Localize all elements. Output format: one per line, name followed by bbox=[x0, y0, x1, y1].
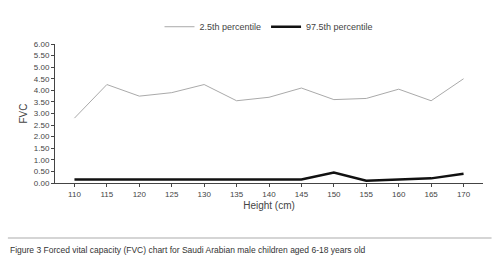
svg-text:97.5th percentile: 97.5th percentile bbox=[306, 22, 373, 32]
svg-text:FVC: FVC bbox=[18, 104, 29, 124]
svg-text:170: 170 bbox=[457, 190, 471, 199]
svg-text:155: 155 bbox=[360, 190, 374, 199]
svg-text:120: 120 bbox=[133, 190, 147, 199]
svg-text:145: 145 bbox=[295, 190, 309, 199]
svg-text:3.50: 3.50 bbox=[34, 98, 50, 107]
svg-text:1.50: 1.50 bbox=[34, 144, 50, 153]
svg-text:5.50: 5.50 bbox=[34, 51, 50, 60]
svg-text:115: 115 bbox=[100, 190, 113, 199]
svg-text:4.00: 4.00 bbox=[34, 86, 50, 95]
svg-text:Height (cm): Height (cm) bbox=[243, 200, 295, 211]
svg-text:135: 135 bbox=[230, 190, 244, 199]
svg-text:1.00: 1.00 bbox=[34, 156, 50, 165]
svg-text:2.50: 2.50 bbox=[34, 121, 50, 130]
svg-text:4.50: 4.50 bbox=[34, 75, 50, 84]
svg-text:110: 110 bbox=[68, 190, 81, 199]
svg-text:2.5th percentile: 2.5th percentile bbox=[200, 22, 262, 32]
svg-text:160: 160 bbox=[392, 190, 406, 199]
svg-text:140: 140 bbox=[262, 190, 276, 199]
svg-text:165: 165 bbox=[424, 190, 438, 199]
svg-text:2.00: 2.00 bbox=[34, 132, 50, 141]
svg-text:125: 125 bbox=[165, 190, 179, 199]
svg-text:150: 150 bbox=[327, 190, 341, 199]
svg-text:Figure 3 Forced vital capacity: Figure 3 Forced vital capacity (FVC) cha… bbox=[10, 245, 366, 255]
svg-text:130: 130 bbox=[197, 190, 211, 199]
svg-text:0.50: 0.50 bbox=[34, 167, 50, 176]
svg-text:0.00: 0.00 bbox=[34, 179, 50, 188]
svg-text:3.00: 3.00 bbox=[34, 109, 50, 118]
svg-text:5.00: 5.00 bbox=[34, 63, 50, 72]
svg-text:6.00: 6.00 bbox=[34, 40, 50, 49]
